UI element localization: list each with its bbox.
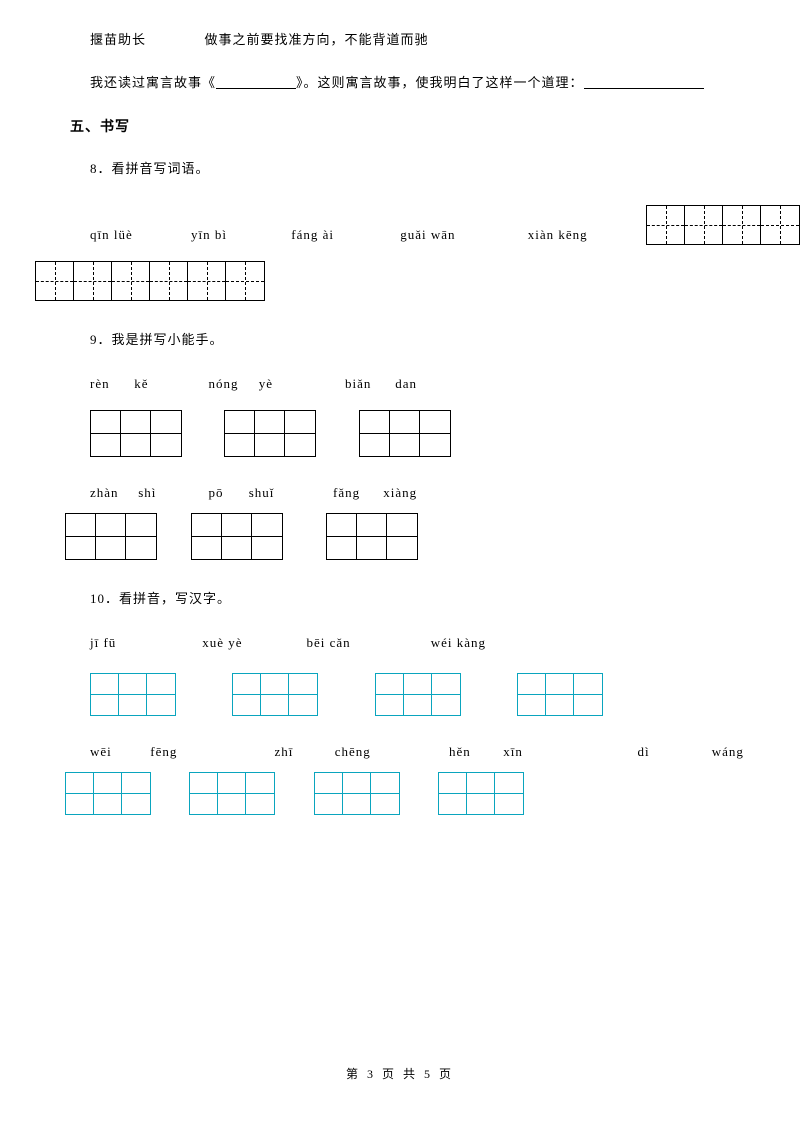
q9-r2-p10: pō xyxy=(209,485,245,501)
q10-grid-r1-1[interactable] xyxy=(232,673,318,716)
q9-grid-r1-1[interactable] xyxy=(224,410,316,457)
q10-grid-r1-3[interactable] xyxy=(517,673,603,716)
q8-pinyin-row: qīn lüè yīn bì fáng ài guǎi wān xiàn kēn… xyxy=(70,205,730,253)
q10-r1-p3: wéi kàng xyxy=(431,635,486,651)
fable-moral: 做事之前要找准方向，不能背道而驰 xyxy=(205,32,429,47)
q9-r2-p00: zhàn xyxy=(90,485,134,501)
q9-row2-pinyin: zhàn shì pō shuǐ fǎng xiàng xyxy=(70,485,730,501)
q10-r2-p21: xīn xyxy=(503,744,633,760)
fable-title: 揠苗助长 xyxy=(90,32,146,47)
q8-pinyin-3: guǎi wān xyxy=(400,227,455,243)
q9-r2-p11: shuǐ xyxy=(249,485,329,501)
page-footer: 第 3 页 共 5 页 xyxy=(70,1065,730,1082)
q10-r1-p1: xuè yè xyxy=(202,635,302,651)
q10-row2-pinyin: wēi fēng zhī chēng hěn xīn dì wáng xyxy=(70,744,730,760)
section-title: 五、书写 xyxy=(70,116,730,136)
q10-row1-grids xyxy=(70,673,730,716)
q10-r1-p0: jī fū xyxy=(90,635,198,651)
q10-r1-p2: bēi cǎn xyxy=(307,635,427,651)
q8-text: 看拼音写词语。 xyxy=(112,161,210,176)
q9-r2-p01: shì xyxy=(138,485,204,501)
text-a: 我还读过寓言故事《 xyxy=(90,75,216,90)
q10-text: 看拼音，写汉字。 xyxy=(119,591,231,606)
q9-grid-r1-0[interactable] xyxy=(90,410,182,457)
q8-prompt: 8．看拼音写词语。 xyxy=(70,158,730,177)
q10-row2-grids xyxy=(65,772,730,815)
q9-r1-p10: nóng xyxy=(209,376,255,392)
q9-row1-grids xyxy=(70,410,730,457)
q9-grid-r2-2[interactable] xyxy=(326,513,418,560)
q8-pinyin-1: yīn bì xyxy=(191,227,227,243)
q10-r2-p11: chēng xyxy=(335,744,445,760)
q9-r1-p21: dan xyxy=(395,376,417,392)
q10-grid-r1-0[interactable] xyxy=(90,673,176,716)
q8-num: 8． xyxy=(90,161,112,176)
q10-r2-p10: zhī xyxy=(275,744,331,760)
q10-grid-r2-2[interactable] xyxy=(314,772,400,815)
q9-text: 我是拼写小能手。 xyxy=(112,332,224,347)
q8-pinyin-2: fáng ài xyxy=(291,227,334,243)
text-b: 》。这则寓言故事，使我明白了这样一个道理： xyxy=(296,75,584,90)
q10-grid-r2-0[interactable] xyxy=(65,772,151,815)
q9-r1-p01: kě xyxy=(134,376,204,392)
fable-line-2: 我还读过寓言故事《 》。这则寓言故事，使我明白了这样一个道理： xyxy=(70,73,730,94)
q10-r2-p01: fēng xyxy=(150,744,270,760)
q9-r1-p20: biǎn xyxy=(345,376,391,392)
q9-row1-pinyin: rèn kě nóng yè biǎn dan xyxy=(70,376,730,392)
q9-prompt: 9．我是拼写小能手。 xyxy=(70,329,730,348)
q10-r2-p00: wēi xyxy=(90,744,146,760)
q10-grid-r2-3[interactable] xyxy=(438,772,524,815)
q10-r2-p30: dì xyxy=(638,744,708,760)
q10-prompt: 10．看拼音，写汉字。 xyxy=(70,588,730,607)
q10-grid-r2-1[interactable] xyxy=(189,772,275,815)
q8-bottom-grid-wrap xyxy=(35,261,730,301)
q9-r2-p21: xiàng xyxy=(383,485,417,501)
q9-grid-r1-2[interactable] xyxy=(359,410,451,457)
q8-pinyin-4: xiàn kēng xyxy=(528,227,588,243)
blank-moral[interactable] xyxy=(584,76,704,89)
q9-row2-grids xyxy=(65,513,730,560)
q9-r1-p11: yè xyxy=(259,376,341,392)
q10-row1-pinyin: jī fū xuè yè bēi cǎn wéi kàng xyxy=(70,635,730,651)
q9-r2-p20: fǎng xyxy=(333,485,379,501)
blank-fable-name[interactable] xyxy=(216,76,296,89)
q9-grid-r2-0[interactable] xyxy=(65,513,157,560)
q10-r2-p31: wáng xyxy=(712,744,744,760)
q10-r2-p20: hěn xyxy=(449,744,499,760)
q10-num: 10． xyxy=(90,591,119,606)
q9-grid-r2-1[interactable] xyxy=(191,513,283,560)
q9-r1-p00: rèn xyxy=(90,376,130,392)
q9-num: 9． xyxy=(90,332,112,347)
q8-pinyin-0: qīn lüè xyxy=(90,227,133,243)
q10-grid-r1-2[interactable] xyxy=(375,673,461,716)
q8-top-grid[interactable] xyxy=(646,205,800,245)
fable-line-1: 揠苗助长 做事之前要找准方向，不能背道而驰 xyxy=(70,30,730,51)
q8-bottom-grid[interactable] xyxy=(35,261,265,301)
